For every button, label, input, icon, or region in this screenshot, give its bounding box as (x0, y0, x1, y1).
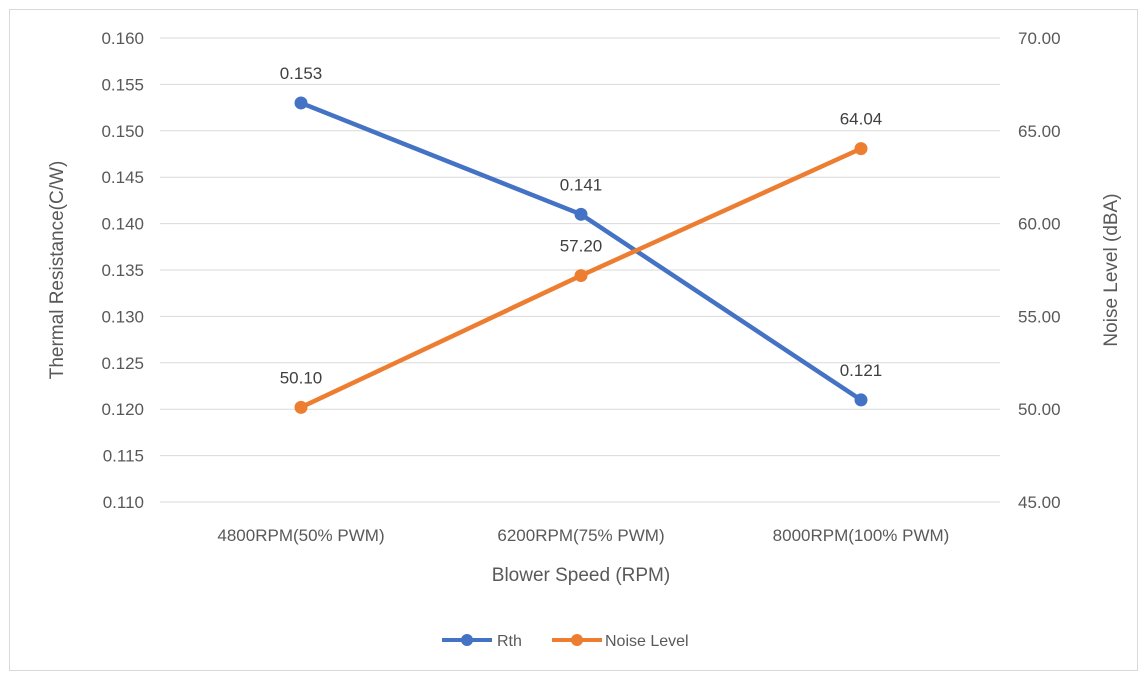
data-point-noise-level (574, 269, 588, 283)
data-point-rth (294, 96, 308, 110)
x-tick-label: 6200RPM(75% PWM) (497, 526, 664, 545)
left-tick-label: 0.115 (103, 447, 144, 466)
legend-label-rth: Rth (497, 633, 522, 650)
legend-marker-noise-level (571, 634, 583, 646)
gridlines (160, 37, 1000, 503)
right-tick-label: 45.00 (1018, 493, 1061, 512)
data-point-noise-level (294, 400, 308, 414)
x-axis-title: Blower Speed (RPM) (492, 565, 670, 586)
data-label-rth: 0.121 (840, 361, 883, 380)
x-tick-label: 4800RPM(50% PWM) (217, 526, 384, 545)
right-tick-label: 60.00 (1018, 215, 1061, 234)
right-tick-label: 70.00 (1018, 29, 1061, 48)
data-label-rth: 0.141 (560, 175, 603, 194)
right-axis-title: Noise Level (dBA) (1101, 193, 1122, 346)
chart-frame (9, 9, 1138, 671)
data-point-rth (854, 393, 868, 407)
right-axis-ticks: 45.00 50.00 55.00 60.00 65.00 70.00 (1018, 29, 1061, 512)
data-label-noise-level: 57.20 (560, 237, 603, 256)
data-label-noise-level: 64.04 (840, 110, 883, 129)
left-tick-label: 0.150 (101, 122, 144, 141)
legend-label-noise-level: Noise Level (605, 633, 689, 650)
left-tick-label: 0.145 (101, 168, 144, 187)
data-label-rth: 0.153 (280, 64, 323, 83)
left-tick-label: 0.155 (101, 75, 144, 94)
left-axis-ticks: 0.110 0.115 0.120 0.125 0.130 0.135 0.140 0.145… (101, 29, 144, 512)
right-tick-label: 50.00 (1018, 400, 1061, 419)
series (294, 96, 868, 414)
left-tick-label: 0.140 (101, 215, 144, 234)
left-tick-label: 0.135 (101, 261, 144, 280)
x-tick-label: 8000RPM(100% PWM) (773, 526, 950, 545)
right-tick-label: 55.00 (1018, 307, 1061, 326)
left-tick-label: 0.120 (101, 400, 144, 419)
legend-marker-rth (461, 634, 473, 646)
left-axis-title: Thermal Resistance(C/W) (47, 161, 68, 380)
data-point-rth (574, 207, 588, 221)
legend-item-rth: Rth (442, 633, 522, 650)
data-labels: 0.153 0.141 0.121 50.10 57.20 64.04 (280, 64, 883, 387)
left-tick-label: 0.130 (101, 307, 144, 326)
left-tick-label: 0.125 (101, 354, 144, 373)
x-axis-ticks: 4800RPM(50% PWM) 6200RPM(75% PWM) 8000RPM(… (217, 526, 949, 545)
left-tick-label: 0.110 (103, 493, 144, 512)
right-tick-label: 65.00 (1018, 122, 1061, 141)
data-label-noise-level: 50.10 (280, 368, 323, 387)
data-point-noise-level (854, 142, 868, 156)
legend: Rth Noise Level (442, 633, 689, 650)
legend-item-noise-level: Noise Level (552, 633, 689, 650)
left-tick-label: 0.160 (101, 29, 144, 48)
